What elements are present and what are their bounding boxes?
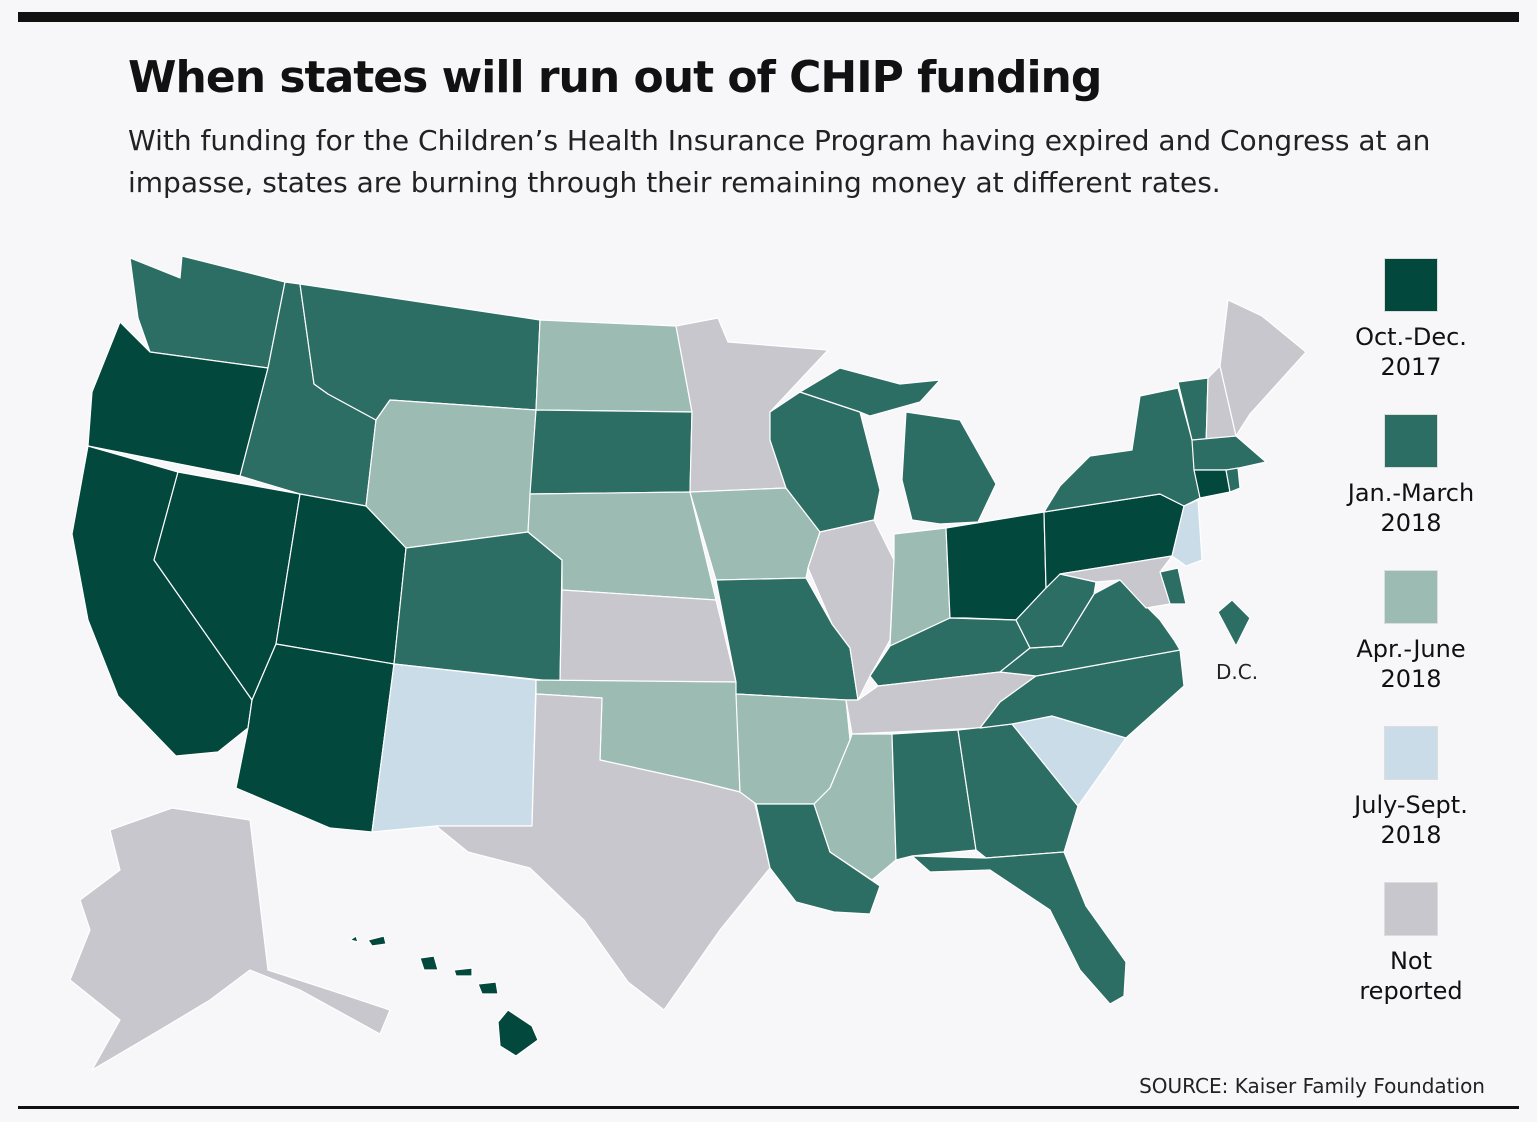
legend-label: Jan.-March 2018: [1347, 479, 1475, 537]
state-CO[interactable]: [393, 531, 563, 683]
map-title: When states will run out of CHIP funding: [128, 52, 1102, 103]
state-WY[interactable]: [365, 399, 537, 549]
state-NM[interactable]: [371, 663, 537, 833]
state-HI-4[interactable]: [453, 967, 473, 977]
state-IL[interactable]: [807, 519, 895, 701]
dc-label: D.C.: [1216, 660, 1259, 684]
state-DC[interactable]: [1217, 599, 1251, 647]
legend-item: Oct.-Dec. 2017: [1336, 258, 1486, 414]
state-MI-UP[interactable]: [799, 367, 941, 417]
legend-swatch: [1384, 258, 1438, 312]
state-FL[interactable]: [911, 851, 1127, 1005]
state-ME[interactable]: [1219, 299, 1307, 437]
state-AL[interactable]: [891, 729, 977, 861]
state-HI-5[interactable]: [477, 981, 499, 995]
legend-swatch: [1384, 882, 1438, 936]
state-HI-3[interactable]: [419, 955, 439, 971]
state-HI-2[interactable]: [367, 935, 387, 947]
legend-swatch: [1384, 414, 1438, 468]
state-AK[interactable]: [69, 807, 391, 1071]
state-WA[interactable]: [129, 255, 286, 369]
state-MI[interactable]: [901, 411, 997, 525]
state-ND[interactable]: [535, 319, 693, 413]
legend-item: Jan.-March 2018: [1336, 414, 1486, 570]
legend-swatch: [1384, 726, 1438, 780]
state-NC[interactable]: [979, 649, 1185, 739]
state-CT[interactable]: [1193, 469, 1231, 499]
state-SD[interactable]: [529, 409, 693, 495]
state-HI-6[interactable]: [497, 1009, 539, 1057]
state-HI-1[interactable]: [349, 935, 359, 943]
state-KS[interactable]: [559, 589, 737, 683]
state-TX[interactable]: [435, 693, 771, 1011]
legend-item: July-Sept. 2018: [1336, 726, 1486, 882]
state-RI[interactable]: [1225, 467, 1241, 493]
state-MA[interactable]: [1191, 435, 1267, 471]
bottom-rule: [18, 1106, 1519, 1109]
state-NJ[interactable]: [1171, 499, 1203, 567]
state-NY[interactable]: [1043, 387, 1201, 513]
map-subtitle: With funding for the Children’s Health I…: [128, 124, 1431, 199]
state-MD[interactable]: [1059, 555, 1173, 609]
legend-item: Not reported: [1336, 882, 1486, 1038]
top-rule: [18, 12, 1519, 22]
legend: Oct.-Dec. 2017 Jan.-March 2018 Apr.-June…: [1336, 258, 1486, 1038]
us-map: [69, 255, 1307, 1071]
source-note: SOURCE: Kaiser Family Foundation: [1139, 1074, 1485, 1098]
legend-label: Not reported: [1359, 947, 1463, 1005]
legend-item: Apr.-June 2018: [1336, 570, 1486, 726]
legend-label: Apr.-June 2018: [1356, 635, 1466, 693]
legend-swatch: [1384, 570, 1438, 624]
legend-label: Oct.-Dec. 2017: [1355, 323, 1467, 381]
legend-label: July-Sept. 2018: [1354, 791, 1468, 849]
